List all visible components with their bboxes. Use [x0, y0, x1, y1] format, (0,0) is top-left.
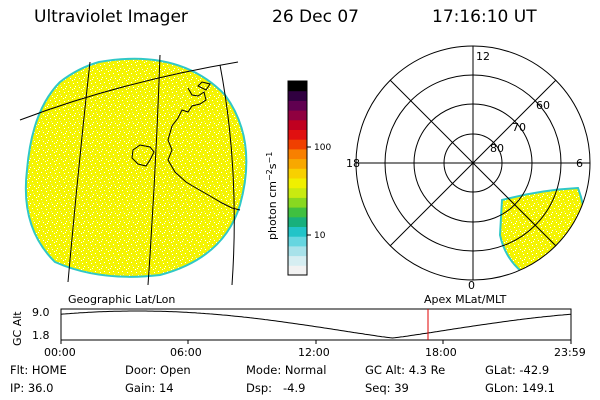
lon-grid-line [219, 64, 235, 286]
colorbar-segment [288, 178, 307, 189]
right-panel-label: Apex MLat/MLT [424, 293, 507, 306]
colorbar-segment [288, 139, 307, 150]
time-tick-2359: 23:59 [554, 346, 586, 359]
aurora-patch [498, 186, 586, 274]
lat-grid-line [19, 61, 239, 121]
status-mode: Mode: Normal [246, 363, 327, 377]
colorbar-segment [288, 90, 307, 101]
colorbar-frame [287, 80, 308, 276]
instrument-title: Ultraviolet Imager [34, 7, 188, 27]
status-seq: Seq: 39 [365, 381, 409, 395]
time-tick-0600: 06:00 [170, 346, 202, 359]
altitude-curve [60, 310, 572, 339]
status-dsp: Dsp: -4.9 [246, 381, 306, 395]
colorbar-segment [288, 148, 307, 160]
lat-label-70: 70 [512, 121, 526, 134]
colorbar-segment [288, 265, 307, 276]
mlt-label-6: 6 [576, 157, 583, 170]
colorbar-segment [288, 129, 307, 140]
meridian-diag [389, 79, 557, 247]
lat-label-60: 60 [536, 99, 550, 112]
status-flt: Flt: HOME [10, 363, 67, 377]
altitude-axis-label: GC Alt [11, 311, 24, 346]
colorbar-segment [288, 81, 307, 92]
polar-plot: 12 18 6 0 60 70 80 [346, 45, 591, 292]
alt-tick-high: 9.0 [32, 306, 50, 319]
status-glon: GLon: 149.1 [485, 381, 555, 395]
colorbar-segment [288, 255, 307, 266]
lat-label-80: 80 [490, 142, 504, 155]
status-gc-alt: GC Alt: 4.3 Re [365, 363, 446, 377]
colorbar-segment [288, 207, 307, 218]
time-tick-1800: 18:00 [425, 346, 457, 359]
colorbar-segment [288, 158, 307, 169]
altitude-plot [60, 308, 572, 344]
colorbar-segment [288, 197, 307, 208]
colorbar-segment [288, 226, 307, 237]
coastline [197, 81, 211, 91]
altitude-frame [60, 308, 572, 341]
mlt-label-18: 18 [346, 157, 360, 170]
left-panel-label: Geographic Lat/Lon [68, 293, 176, 306]
lon-grid-line [147, 54, 161, 286]
time-label: 17:16:10 UT [432, 7, 537, 27]
status-glat: GLat: -42.9 [485, 363, 550, 377]
date-label: 26 Dec 07 [272, 7, 359, 27]
colorbar-unit-label: photon cm−2s−1 [265, 152, 279, 240]
colorbar-tick-100: 100 [314, 143, 331, 153]
colorbar [287, 80, 308, 276]
colorbar-segment [288, 187, 307, 198]
coastline [131, 144, 155, 167]
colorbar-segment [288, 245, 307, 257]
colorbar-segment [288, 236, 307, 247]
mlt-label-0: 0 [468, 279, 475, 292]
colorbar-segment [288, 168, 307, 179]
geographic-image [19, 54, 248, 286]
status-gain: Gain: 14 [125, 381, 174, 395]
alt-tick-low: 1.8 [32, 329, 50, 342]
time-tick-0000: 00:00 [44, 346, 76, 359]
status-door: Door: Open [125, 363, 191, 377]
colorbar-segment [288, 216, 307, 227]
colorbar-segment [288, 119, 307, 130]
time-tick-1200: 12:00 [298, 346, 330, 359]
status-ip: IP: 36.0 [10, 381, 54, 395]
colorbar-segment [288, 110, 307, 121]
mlt-label-12: 12 [476, 50, 490, 63]
coastline [167, 87, 241, 211]
lon-grid-line [67, 61, 91, 283]
colorbar-segment [288, 100, 307, 111]
colorbar-tick-10: 10 [314, 231, 326, 241]
